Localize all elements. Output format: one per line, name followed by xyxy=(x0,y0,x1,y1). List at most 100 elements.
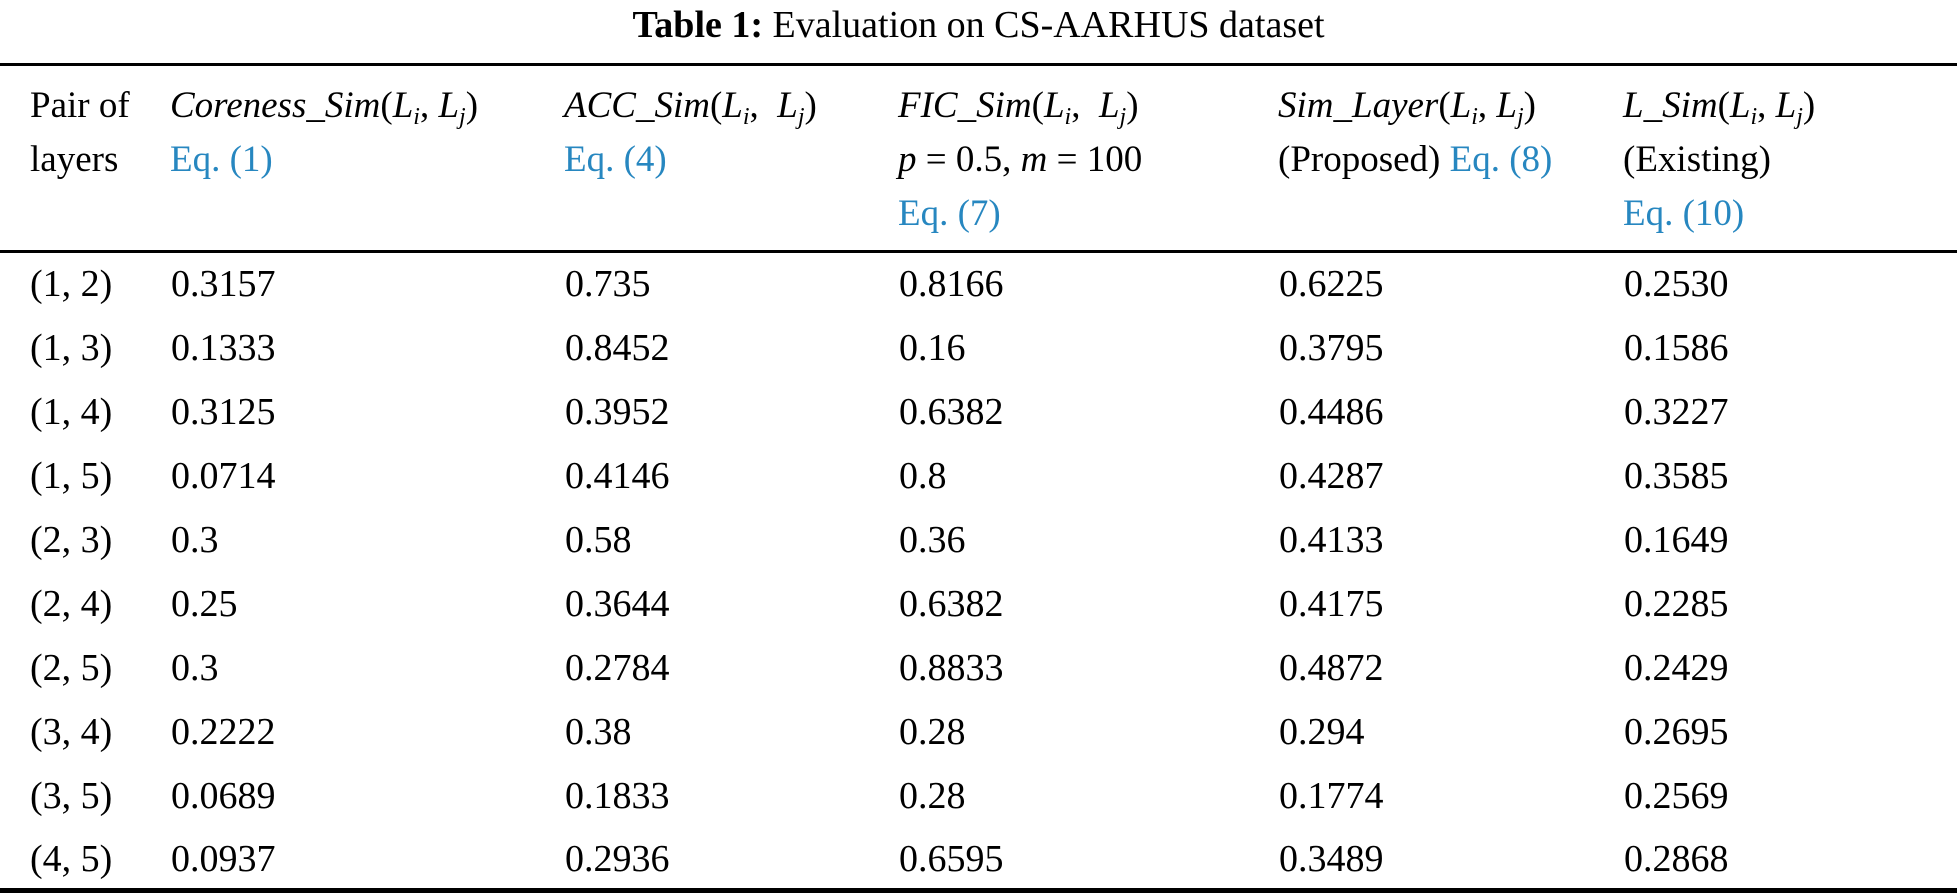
value-cell: 0.1333 xyxy=(171,326,276,369)
value-cell: 0.28 xyxy=(899,710,966,753)
equation-link[interactable]: Eq. (1) xyxy=(170,139,273,180)
value-cell: 0.294 xyxy=(1279,710,1365,753)
header-text: ( xyxy=(380,85,393,126)
header-text: , xyxy=(749,85,778,126)
value-cell: 0.2695 xyxy=(1624,710,1729,753)
header-text: j xyxy=(1516,104,1524,130)
header-row: Pair of layers Coreness_Sim(Li, Lj) Eq. (1)… xyxy=(0,65,1957,252)
header-text: , xyxy=(1071,85,1099,126)
table-row: (2, 4) 0.25 0.3644 0.6382 0.4175 0.2285 xyxy=(0,572,1957,636)
table-row: (2, 5) 0.3 0.2784 0.8833 0.4872 0.2429 xyxy=(0,636,1957,700)
column-header-pair-of-layers: Pair of layers xyxy=(0,65,170,252)
value-cell: 0.8 xyxy=(899,454,947,497)
header-line: Coreness_Sim(Li, Lj) xyxy=(170,79,564,133)
header-text: L xyxy=(1098,85,1120,126)
value-cell: 0.6225 xyxy=(1279,263,1384,306)
value-cell: 0.2429 xyxy=(1624,646,1729,689)
value-cell: 0.8833 xyxy=(899,646,1004,689)
header-text: ( xyxy=(1031,85,1044,126)
value-cell: 0.2222 xyxy=(171,710,276,753)
value-cell: 0.3157 xyxy=(171,263,276,306)
pair-cell: (2, 4) xyxy=(30,582,113,625)
header-text: = 0.5, xyxy=(916,139,1021,180)
header-text: (Existing) xyxy=(1623,139,1771,180)
pair-cell: (2, 3) xyxy=(30,518,113,561)
header-text: , xyxy=(1477,85,1497,126)
value-cell: 0.3125 xyxy=(171,390,276,433)
value-cell: 0.2936 xyxy=(565,838,670,880)
header-text: ) xyxy=(1802,85,1816,126)
column-header-coreness-sim: Coreness_Sim(Li, Lj) Eq. (1) xyxy=(170,65,564,252)
table-row: (4, 5) 0.0937 0.2936 0.6595 0.3489 0.2868 xyxy=(0,828,1957,892)
table-row: (1, 4) 0.3125 0.3952 0.6382 0.4486 0.3227 xyxy=(0,380,1957,444)
table-row: (3, 4) 0.2222 0.38 0.28 0.294 0.2695 xyxy=(0,700,1957,764)
column-header-acc-sim: ACC_Sim(Li, Lj) Eq. (4) xyxy=(564,65,898,252)
pair-cell: (1, 5) xyxy=(30,454,113,497)
header-text: j xyxy=(1119,104,1127,130)
header-line: Eq. (4) xyxy=(564,133,898,187)
header-line: (Proposed) Eq. (8) xyxy=(1278,133,1623,187)
header-text: p xyxy=(898,139,917,180)
header-line: ACC_Sim(Li, Lj) xyxy=(564,79,898,133)
equation-link[interactable]: Eq. (4) xyxy=(564,139,667,180)
value-cell: 0.4146 xyxy=(565,454,670,497)
header-text: i xyxy=(413,104,420,130)
header-text: m xyxy=(1020,139,1048,180)
value-cell: 0.6382 xyxy=(899,582,1004,625)
header-text: FIC_Sim xyxy=(898,85,1032,126)
equation-link[interactable]: Eq. (7) xyxy=(898,193,1001,234)
value-cell: 0.3795 xyxy=(1279,326,1384,369)
header-text: i xyxy=(1750,104,1758,130)
value-cell: 0.1586 xyxy=(1624,326,1729,369)
value-cell: 0.4133 xyxy=(1279,518,1384,561)
header-line: Eq. (10) xyxy=(1623,187,1957,241)
header-text: i xyxy=(1064,104,1072,130)
value-cell: 0.2868 xyxy=(1624,838,1729,880)
value-cell: 0.2569 xyxy=(1624,774,1729,817)
header-text: ) xyxy=(1126,85,1139,126)
header-line: FIC_Sim(Li, Lj) xyxy=(898,79,1278,133)
table-caption-text: Evaluation on CS-AARHUS dataset xyxy=(763,4,1325,46)
table-caption: Table 1: Evaluation on CS-AARHUS dataset xyxy=(0,2,1957,48)
header-text: ( xyxy=(1717,85,1730,126)
header-text: L xyxy=(392,85,414,126)
table-row: (2, 3) 0.3 0.58 0.36 0.4133 0.1649 xyxy=(0,508,1957,572)
pair-cell: (1, 2) xyxy=(30,263,113,306)
value-cell: 0.25 xyxy=(171,582,238,625)
value-cell: 0.36 xyxy=(899,518,966,561)
column-header-l-sim: L_Sim(Li, Lj) (Existing) Eq. (10) xyxy=(1623,65,1957,252)
header-line: L_Sim(Li, Lj) xyxy=(1623,79,1957,133)
equation-link[interactable]: Eq. (8) xyxy=(1449,139,1553,180)
value-cell: 0.1833 xyxy=(565,774,670,817)
value-cell: 0.3952 xyxy=(565,390,670,433)
header-text: j xyxy=(1796,104,1803,130)
header-text: = 100 xyxy=(1047,139,1143,180)
header-line: Eq. (7) xyxy=(898,187,1278,241)
header-text: ) xyxy=(465,85,479,126)
header-text: j xyxy=(459,104,466,130)
value-cell: 0.6382 xyxy=(899,390,1004,433)
pair-cell: (2, 5) xyxy=(30,646,113,689)
value-cell: 0.4175 xyxy=(1279,582,1384,625)
header-text: ) xyxy=(1523,85,1536,126)
table-header: Pair of layers Coreness_Sim(Li, Lj) Eq. (1)… xyxy=(0,65,1957,252)
column-header-fic-sim: FIC_Sim(Li, Lj) p = 0.5, m = 100 Eq. (7) xyxy=(898,65,1278,252)
header-text: , xyxy=(1757,85,1776,126)
value-cell: 0.0937 xyxy=(171,838,276,880)
value-cell: 0.3 xyxy=(171,518,219,561)
table-container: Pair of layers Coreness_Sim(Li, Lj) Eq. (1)… xyxy=(0,63,1957,893)
value-cell: 0.3 xyxy=(171,646,219,689)
value-cell: 0.3489 xyxy=(1279,838,1384,880)
header-text: L_Sim xyxy=(1623,85,1718,126)
value-cell: 0.735 xyxy=(565,263,651,306)
header-text: L xyxy=(777,85,798,126)
column-header-sim-layer: Sim_Layer(Li, Lj) (Proposed) Eq. (8) xyxy=(1278,65,1623,252)
header-text: ACC_Sim xyxy=(564,85,710,126)
table-body: (1, 2) 0.3157 0.735 0.8166 0.6225 0.2530 (1, 3… xyxy=(0,252,1957,892)
value-cell: 0.4287 xyxy=(1279,454,1384,497)
header-text: L xyxy=(1043,85,1065,126)
equation-link[interactable]: Eq. (10) xyxy=(1623,193,1745,234)
value-cell: 0.6595 xyxy=(899,838,1004,880)
header-text: L xyxy=(1775,85,1797,126)
header-line: Eq. (1) xyxy=(170,133,564,187)
